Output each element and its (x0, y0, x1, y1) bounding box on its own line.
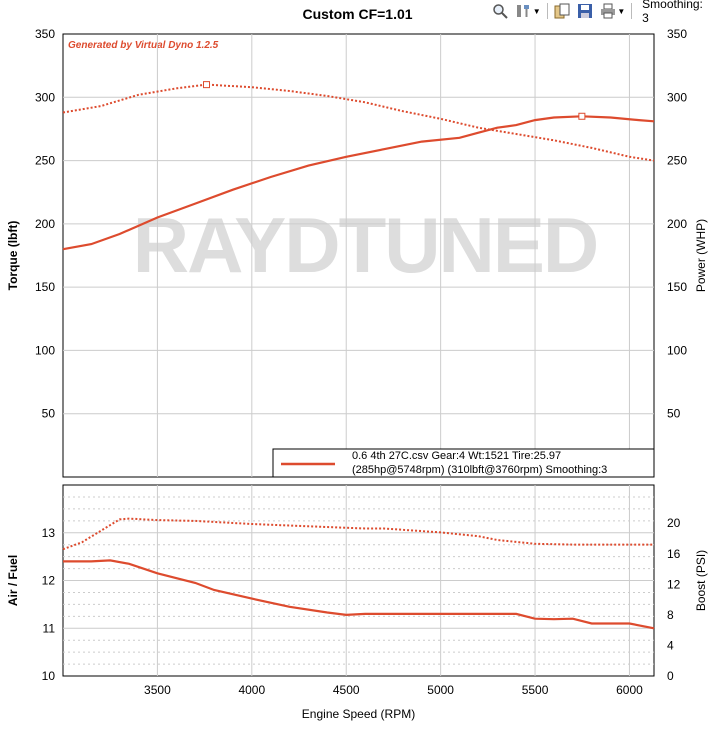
power-axis-label: Power (WHP) (694, 219, 708, 292)
boost-tick-label: 8 (667, 608, 674, 622)
boost-tick-label: 16 (667, 547, 681, 561)
power-tick-label: 350 (667, 27, 687, 41)
toolbar-divider (631, 3, 633, 19)
boost-tick-label: 0 (667, 669, 674, 683)
rpm-tick-label: 4000 (238, 683, 265, 697)
save-icon[interactable] (577, 2, 594, 20)
tools-icon[interactable] (515, 2, 532, 20)
torque-tick-label: 200 (35, 217, 55, 231)
rpm-tick-label: 6000 (616, 683, 643, 697)
boost-line (62, 517, 654, 551)
power-tick-label: 250 (667, 154, 687, 168)
afr-line (63, 559, 655, 630)
torque-line (62, 83, 655, 162)
torque-tick-label: 50 (42, 407, 56, 421)
torque-tick-label: 350 (35, 27, 55, 41)
chart-toolbar: ▼ ▼ Smoothing: 3 ▼ (492, 0, 715, 25)
watermark: RAYDTUNED (133, 201, 598, 289)
rpm-axis-label: Engine Speed (RPM) (302, 707, 415, 721)
rpm-tick-label: 5500 (522, 683, 549, 697)
print-dropdown-icon[interactable]: ▼ (617, 6, 626, 16)
boost-tick-label: 12 (667, 577, 681, 591)
afr-tick-label: 12 (42, 574, 56, 588)
boost-tick-label: 4 (667, 638, 674, 652)
afr-tick-label: 11 (43, 621, 56, 635)
afr-tick-label: 13 (42, 526, 56, 540)
power-tick-label: 50 (667, 407, 681, 421)
power-tick-label: 150 (667, 280, 687, 294)
rpm-tick-label: 3500 (144, 683, 171, 697)
torque-tick-label: 250 (35, 154, 55, 168)
zoom-icon[interactable] (492, 2, 509, 20)
smoothing-dropdown-icon[interactable]: ▼ (714, 7, 715, 16)
chart-title: Custom CF=1.01 (302, 6, 413, 22)
power-peak-marker (578, 112, 586, 120)
boost-tick-label: 20 (667, 516, 681, 530)
torque-peak-marker (203, 81, 211, 89)
afr-tick-label: 10 (42, 669, 56, 683)
legend-line-2: (285hp@5748rpm) (310lbft@3760rpm) Smooth… (352, 464, 607, 476)
copy-icon[interactable] (554, 2, 571, 20)
smoothing-dropdown[interactable]: Smoothing: 3 (642, 0, 703, 25)
legend-line-1: 0.6 4th 27C.csv Gear:4 Wt:1521 Tire:25.9… (352, 450, 561, 462)
power-tick-label: 300 (667, 90, 687, 104)
tools-dropdown-icon[interactable]: ▼ (532, 6, 541, 16)
toolbar-divider (546, 3, 548, 19)
torque-tick-label: 100 (35, 343, 55, 357)
legend-box (272, 448, 655, 478)
power-line (62, 115, 655, 251)
generated-by-label: Generated by Virtual Dyno 1.2.5 (68, 40, 219, 51)
rpm-tick-label: 4500 (333, 683, 360, 697)
torque-tick-label: 300 (35, 90, 55, 104)
boost-axis-label: Boost (PSI) (694, 550, 708, 611)
rpm-tick-label: 5000 (427, 683, 454, 697)
power-tick-label: 100 (667, 343, 687, 357)
power-tick-label: 200 (667, 217, 687, 231)
torque-tick-label: 150 (35, 280, 55, 294)
print-icon[interactable] (599, 2, 616, 20)
afr-axis-label: Air / Fuel (6, 555, 20, 606)
torque-axis-label: Torque (lbft) (6, 221, 20, 291)
